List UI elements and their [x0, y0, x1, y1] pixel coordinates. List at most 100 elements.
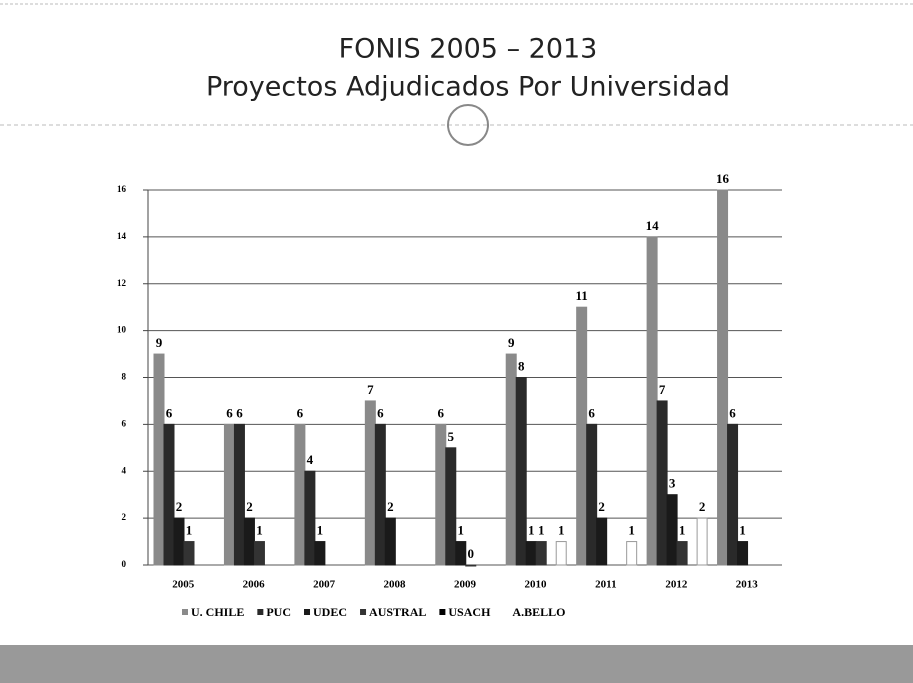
bar — [505, 353, 517, 566]
bar — [676, 541, 688, 566]
chart-subtitle: Proyectos Adjudicados Por Universidad — [206, 72, 730, 103]
value-label: 1 — [256, 523, 263, 538]
value-label: 11 — [576, 288, 588, 303]
legend-label: U. CHILE — [191, 605, 244, 619]
bar — [183, 541, 195, 566]
value-label: 6 — [377, 405, 384, 420]
value-label: 14 — [646, 218, 660, 233]
value-label: 6 — [438, 405, 445, 420]
bar — [515, 377, 527, 566]
legend-swatch — [257, 609, 264, 615]
bar — [717, 189, 729, 566]
bar — [304, 470, 316, 566]
bar — [223, 423, 235, 566]
value-label: 16 — [716, 171, 730, 186]
value-label: 1 — [458, 523, 465, 538]
y-tick-label: 16 — [117, 184, 127, 194]
x-tick-label: 2008 — [384, 579, 407, 591]
legend-swatch — [360, 609, 367, 615]
value-label: 7 — [367, 382, 374, 397]
value-label: 1 — [628, 523, 635, 538]
value-label: 1 — [317, 523, 324, 538]
value-label: 2 — [699, 499, 706, 514]
bar — [555, 541, 567, 566]
bar — [525, 541, 537, 566]
legend-swatch — [304, 609, 311, 615]
value-label: 9 — [508, 335, 515, 350]
bar — [465, 564, 477, 567]
value-label: 6 — [729, 405, 736, 420]
bar — [455, 541, 467, 566]
bar — [314, 541, 326, 566]
value-label: 1 — [538, 523, 545, 538]
bar — [576, 306, 588, 566]
value-label: 4 — [307, 452, 314, 467]
value-label: 2 — [387, 499, 394, 514]
chart-title: FONIS 2005 – 2013 — [339, 34, 598, 65]
legend-swatch — [439, 609, 446, 615]
legend-label: A.BELLO — [512, 605, 565, 619]
value-label: 2 — [246, 499, 253, 514]
bar — [535, 541, 547, 566]
value-label: 3 — [669, 476, 676, 491]
legend-swatch — [182, 609, 188, 615]
legend-swatch — [503, 609, 510, 615]
x-tick-label: 2010 — [524, 579, 547, 591]
value-label: 1 — [558, 523, 565, 538]
bar — [153, 353, 165, 566]
bar — [596, 517, 608, 566]
value-label: 6 — [297, 405, 304, 420]
value-label: 6 — [166, 405, 173, 420]
legend-label: UDEC — [313, 605, 347, 619]
bar — [364, 400, 376, 566]
y-tick-label: 10 — [117, 325, 127, 335]
bar — [173, 517, 185, 566]
bar — [243, 517, 255, 566]
y-tick-label: 4 — [122, 465, 127, 475]
ornament — [447, 104, 489, 146]
bar — [445, 447, 457, 566]
value-label: 6 — [236, 405, 243, 420]
bar — [253, 541, 265, 566]
legend-label: USACH — [448, 605, 491, 619]
legend-label: AUSTRAL — [369, 605, 426, 619]
bar — [696, 517, 708, 566]
x-tick-label: 2007 — [313, 579, 336, 591]
value-label: 1 — [679, 523, 686, 538]
bar — [384, 517, 396, 566]
y-tick-label: 14 — [117, 231, 127, 241]
value-label: 1 — [528, 523, 535, 538]
value-label: 1 — [186, 523, 193, 538]
bar — [435, 423, 447, 566]
value-label: 2 — [598, 499, 605, 514]
value-label: 6 — [226, 405, 233, 420]
bar — [374, 423, 386, 566]
legend-label: PUC — [266, 605, 291, 619]
bar — [163, 423, 175, 566]
bar — [626, 541, 638, 566]
bar — [737, 541, 749, 566]
y-tick-label: 2 — [122, 512, 127, 522]
y-tick-label: 6 — [122, 418, 127, 428]
bar — [586, 423, 598, 566]
value-label: 7 — [659, 382, 666, 397]
x-tick-label: 2009 — [454, 579, 477, 591]
y-tick-label: 8 — [122, 372, 127, 382]
x-tick-label: 2006 — [243, 579, 266, 591]
footer-band — [0, 645, 913, 683]
y-tick-label: 0 — [122, 559, 127, 569]
x-tick-label: 2012 — [665, 579, 688, 591]
value-label: 8 — [518, 358, 525, 373]
bar — [666, 494, 678, 566]
value-label: 9 — [156, 335, 163, 350]
x-tick-label: 2005 — [172, 579, 195, 591]
y-tick-label: 12 — [117, 278, 127, 288]
bar — [727, 423, 739, 566]
value-label: 6 — [588, 405, 595, 420]
bar — [656, 400, 668, 566]
bar — [294, 423, 306, 566]
x-tick-label: 2011 — [595, 579, 616, 591]
value-label: 0 — [468, 546, 475, 561]
bar — [646, 236, 658, 566]
